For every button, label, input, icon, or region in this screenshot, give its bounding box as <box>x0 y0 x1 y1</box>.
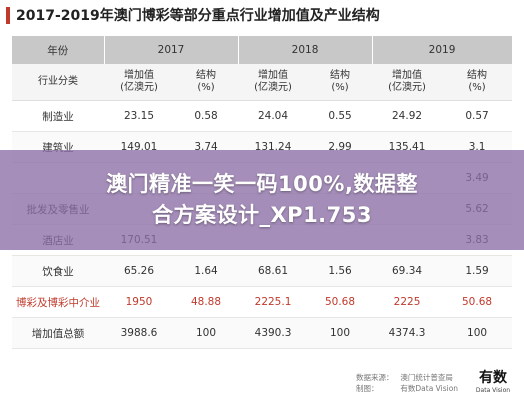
table-cell: 65.26 <box>104 255 174 287</box>
source-value: 澳门统计普查局 <box>400 373 453 382</box>
table-cell: 69.34 <box>372 255 443 287</box>
table-cell: 50.68 <box>442 286 513 318</box>
overlay-line-2: 合方案设计_XP1.753 <box>151 203 372 227</box>
value-header-2019: 增加值 (亿澳元) <box>372 64 443 101</box>
row-category: 制造业 <box>12 100 104 132</box>
table-cell: 2225 <box>372 286 443 318</box>
table-row: 饮食业 65.26 1.64 68.61 1.56 69.34 1.59 <box>12 255 513 287</box>
table-cell: 1.64 <box>174 255 239 287</box>
design-value: 有数Data Vision <box>400 384 459 393</box>
year-header-row: 年份 2017 2018 2019 <box>12 36 513 64</box>
share-header-2019: 结构 (%) <box>442 64 513 101</box>
table-cell: 24.92 <box>372 100 443 132</box>
source-block: 数据来源： 澳门统计普查局 制图： 有数Data Vision <box>356 372 458 394</box>
row-category: 增加值总额 <box>12 317 104 349</box>
table-cell: 2225.1 <box>238 286 309 318</box>
table-cell: 4374.3 <box>372 317 443 349</box>
table-cell: 1.59 <box>442 255 513 287</box>
value-header-2017: 增加值 (亿澳元) <box>104 64 174 101</box>
table-cell: 3988.6 <box>104 317 174 349</box>
logo-text: 有数 <box>479 370 507 386</box>
year-2019-header: 2019 <box>372 36 513 64</box>
table-cell: 100 <box>308 317 373 349</box>
category-header: 行业分类 <box>12 64 104 101</box>
brand-logo: 有数 Data Vision <box>466 370 520 398</box>
value-header-2018: 增加值 (亿澳元) <box>238 64 309 101</box>
table-cell: 1950 <box>104 286 174 318</box>
sub-header-row: 行业分类 增加值 (亿澳元) 结构 (%) 增加值 (亿澳元) 结构 (%) 增加值 (亿… <box>12 64 513 101</box>
table-cell: 0.55 <box>308 100 373 132</box>
chart-title-bar: 2017-2019年澳门博彩等部分重点行业增加值及产业结构 <box>0 0 524 30</box>
table-cell: 68.61 <box>238 255 309 287</box>
title-accent-bar <box>6 6 10 24</box>
year-2017-header: 2017 <box>104 36 239 64</box>
table-cell: 24.04 <box>238 100 309 132</box>
footer: 数据来源： 澳门统计普查局 制图： 有数Data Vision 有数 Data … <box>0 366 524 400</box>
table-cell: 23.15 <box>104 100 174 132</box>
table-cell: 0.57 <box>442 100 513 132</box>
row-category: 博彩及博彩中介业 <box>12 286 104 318</box>
table-cell: 1.56 <box>308 255 373 287</box>
design-label: 制图： <box>356 384 379 393</box>
table-row: 增加值总额 3988.6 100 4390.3 100 4374.3 100 <box>12 317 513 349</box>
page-title: 2017-2019年澳门博彩等部分重点行业增加值及产业结构 <box>16 8 380 24</box>
table-cell: 50.68 <box>308 286 373 318</box>
share-header-2017: 结构 (%) <box>174 64 239 101</box>
year-2018-header: 2018 <box>238 36 373 64</box>
table-cell: 100 <box>442 317 513 349</box>
table-row: 博彩及博彩中介业 1950 48.88 2225.1 50.68 2225 50.68 <box>12 286 513 318</box>
year-header-label: 年份 <box>12 36 105 64</box>
table-cell: 4390.3 <box>238 317 309 349</box>
table-cell: 0.58 <box>174 100 239 132</box>
table-cell: 48.88 <box>174 286 239 318</box>
row-category: 饮食业 <box>12 255 104 287</box>
table-row: 制造业 23.15 0.58 24.04 0.55 24.92 0.57 <box>12 100 513 132</box>
logo-subtext: Data Vision <box>475 387 511 394</box>
table-cell: 100 <box>174 317 239 349</box>
source-label: 数据来源： <box>356 373 394 382</box>
overlay-line-1: 澳门精准一笑一码100%,数据整 <box>106 172 418 196</box>
promo-overlay-banner: 澳门精准一笑一码100%,数据整 合方案设计_XP1.753 <box>0 150 524 250</box>
share-header-2018: 结构 (%) <box>308 64 373 101</box>
